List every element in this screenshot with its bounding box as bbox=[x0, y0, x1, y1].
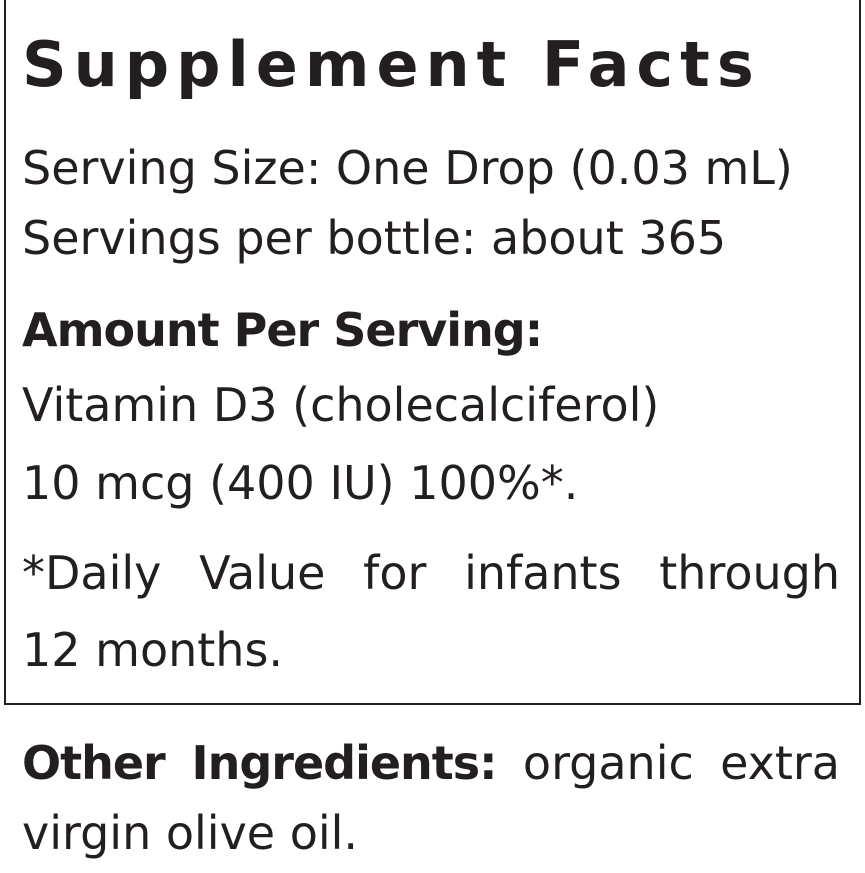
other-ingredients-text: organic extra bbox=[522, 736, 840, 790]
panel-title: Supplement Facts bbox=[22, 28, 761, 101]
nutrient-name: Vitamin D3 (cholecalciferol) bbox=[22, 378, 660, 432]
supplement-facts-panel bbox=[4, 0, 861, 705]
other-ingredients-line-2: virgin olive oil. bbox=[22, 806, 359, 860]
serving-size: Serving Size: One Drop (0.03 mL) bbox=[22, 141, 793, 195]
servings-per-container: Servings per bottle: about 365 bbox=[22, 211, 727, 265]
other-ingredients-line-1: Other Ingredients: organic extra bbox=[22, 740, 840, 786]
footnote-line-1: *Daily Value for infants through bbox=[22, 546, 840, 600]
footnote-line-2: 12 months. bbox=[22, 623, 284, 677]
nutrient-amount: 10 mcg (400 IU) 100%*. bbox=[22, 456, 579, 510]
other-ingredients-label: Other Ingredients: bbox=[22, 736, 498, 790]
amount-per-serving-heading: Amount Per Serving: bbox=[22, 303, 543, 357]
